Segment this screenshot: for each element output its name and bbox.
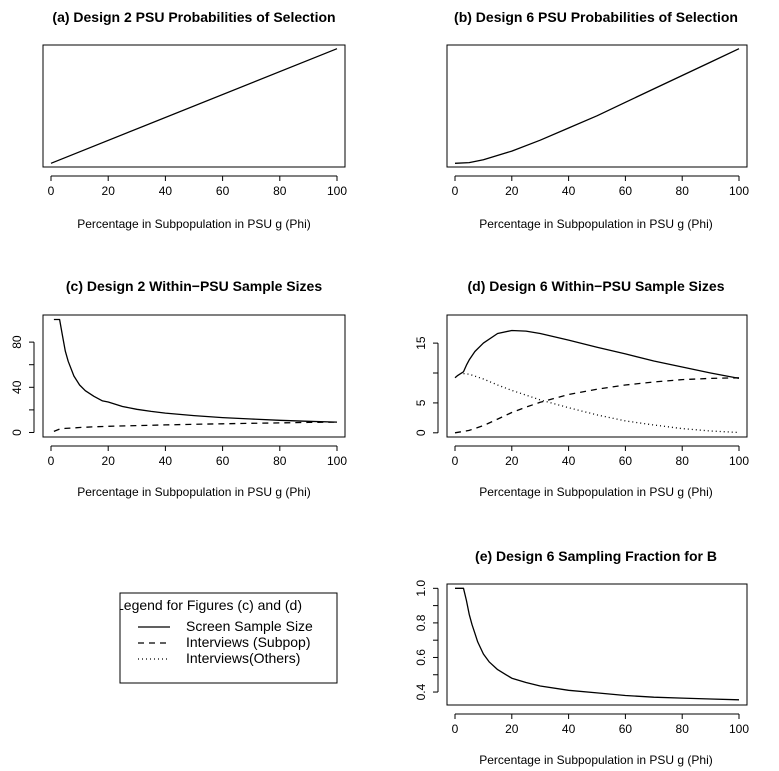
panel-c-x-axis-label: Percentage in Subpopulation in PSU g (Ph… (77, 485, 310, 499)
legend-entry-interviews-others: Interviews(Others) (186, 650, 300, 666)
panel-e-plot-frame (446, 583, 748, 706)
x-tick-label: 60 (619, 722, 633, 736)
panel-a-x-axis-label: Percentage in Subpopulation in PSU g (Ph… (77, 217, 310, 231)
x-tick-label: 0 (452, 454, 459, 468)
x-tick-label: 40 (159, 184, 173, 198)
x-tick-label: 0 (48, 454, 55, 468)
x-tick-label: 60 (216, 454, 230, 468)
y-tick-label: 5 (414, 399, 428, 406)
y-tick-label: 80 (10, 335, 24, 349)
panel-e-title: (e) Design 6 Sampling Fraction for B (475, 548, 717, 564)
x-tick-label: 20 (505, 454, 519, 468)
panel-a-plot-frame (42, 44, 346, 168)
legend-box (119, 592, 338, 684)
panel-c-x-axis: 0 20 40 60 80 100 (48, 445, 347, 468)
x-tick-label: 20 (102, 454, 116, 468)
x-tick-label: 100 (729, 184, 749, 198)
panel-e: (e) Design 6 Sampling Fraction for B Per… (414, 548, 749, 767)
panel-e-y-axis: 0.4 0.6 0.8 1.0 (414, 580, 439, 700)
panel-b-plot-frame (446, 44, 748, 168)
x-tick-label: 60 (619, 454, 633, 468)
x-tick-label: 40 (562, 184, 576, 198)
panel-d-series-dashed-line (454, 377, 740, 434)
x-tick-label: 60 (619, 184, 633, 198)
panel-a-title: (a) Design 2 PSU Probabilities of Select… (52, 9, 335, 25)
panel-c-y-axis: 0 40 80 (10, 335, 35, 436)
panel-d-x-axis-label: Percentage in Subpopulation in PSU g (Ph… (479, 485, 712, 499)
panel-d-series-solid-line (454, 329, 740, 380)
panel-d-plot-frame (446, 314, 748, 438)
panel-d-series-dotted-line (463, 372, 740, 434)
panel-b: (b) Design 6 PSU Probabilities of Select… (446, 9, 749, 231)
panel-d-y-axis: 0 5 15 (414, 336, 439, 436)
x-tick-label: 40 (159, 454, 173, 468)
y-tick-label: 0.6 (414, 649, 428, 666)
x-tick-label: 100 (729, 722, 749, 736)
x-tick-label: 20 (102, 184, 116, 198)
panel-e-series-solid-line (455, 587, 740, 701)
y-tick-label: 1.0 (414, 580, 428, 597)
panel-b-x-axis-label: Percentage in Subpopulation in PSU g (Ph… (479, 217, 712, 231)
x-tick-label: 20 (505, 184, 519, 198)
x-tick-label: 100 (327, 454, 347, 468)
y-tick-label: 0.4 (414, 683, 428, 700)
x-tick-label: 80 (273, 454, 287, 468)
x-tick-label: 80 (676, 454, 690, 468)
y-tick-label: 40 (10, 380, 24, 394)
panel-e-x-axis-label: Percentage in Subpopulation in PSU g (Ph… (479, 753, 712, 767)
x-tick-label: 0 (452, 722, 459, 736)
legend: Legend for Figures (c) and (d) Screen Sa… (116, 592, 338, 684)
panel-b-series-solid-line (454, 48, 740, 164)
x-tick-label: 80 (273, 184, 287, 198)
panel-c: (c) Design 2 Within−PSU Sample Sizes Per… (10, 278, 347, 499)
legend-title: Legend for Figures (c) and (d) (116, 597, 302, 613)
legend-entry-interviews-subpop: Interviews (Subpop) (186, 634, 311, 650)
x-tick-label: 100 (729, 454, 749, 468)
panel-b-x-axis: 0 20 40 60 80 100 (452, 175, 749, 198)
x-tick-label: 0 (48, 184, 55, 198)
x-tick-label: 80 (676, 722, 690, 736)
legend-entry-screen-sample-size: Screen Sample Size (186, 618, 313, 634)
panel-a-x-axis: 0 20 40 60 80 100 (48, 175, 347, 198)
panel-a: (a) Design 2 PSU Probabilities of Select… (42, 9, 347, 231)
panel-d-title: (d) Design 6 Within−PSU Sample Sizes (468, 278, 725, 294)
x-tick-label: 80 (676, 184, 690, 198)
y-tick-label: 0 (414, 429, 428, 436)
x-tick-label: 60 (216, 184, 230, 198)
panel-d: (d) Design 6 Within−PSU Sample Sizes Per… (414, 278, 749, 499)
panel-c-title: (c) Design 2 Within−PSU Sample Sizes (66, 278, 322, 294)
y-tick-label: 0.8 (414, 614, 428, 631)
x-tick-label: 40 (562, 454, 576, 468)
x-tick-label: 100 (327, 184, 347, 198)
y-tick-label: 0 (10, 429, 24, 436)
x-tick-label: 40 (562, 722, 576, 736)
panel-c-plot-frame (42, 314, 346, 438)
x-tick-label: 0 (452, 184, 459, 198)
x-tick-label: 20 (505, 722, 519, 736)
panel-e-x-axis: 0 20 40 60 80 100 (452, 713, 749, 736)
panel-d-x-axis: 0 20 40 60 80 100 (452, 445, 749, 468)
panel-c-series-solid-line (53, 318, 338, 423)
panel-b-title: (b) Design 6 PSU Probabilities of Select… (454, 9, 738, 25)
panel-a-series-solid-line (50, 48, 338, 164)
y-tick-label: 15 (414, 336, 428, 350)
panel-c-series-dashed-line (53, 421, 338, 433)
